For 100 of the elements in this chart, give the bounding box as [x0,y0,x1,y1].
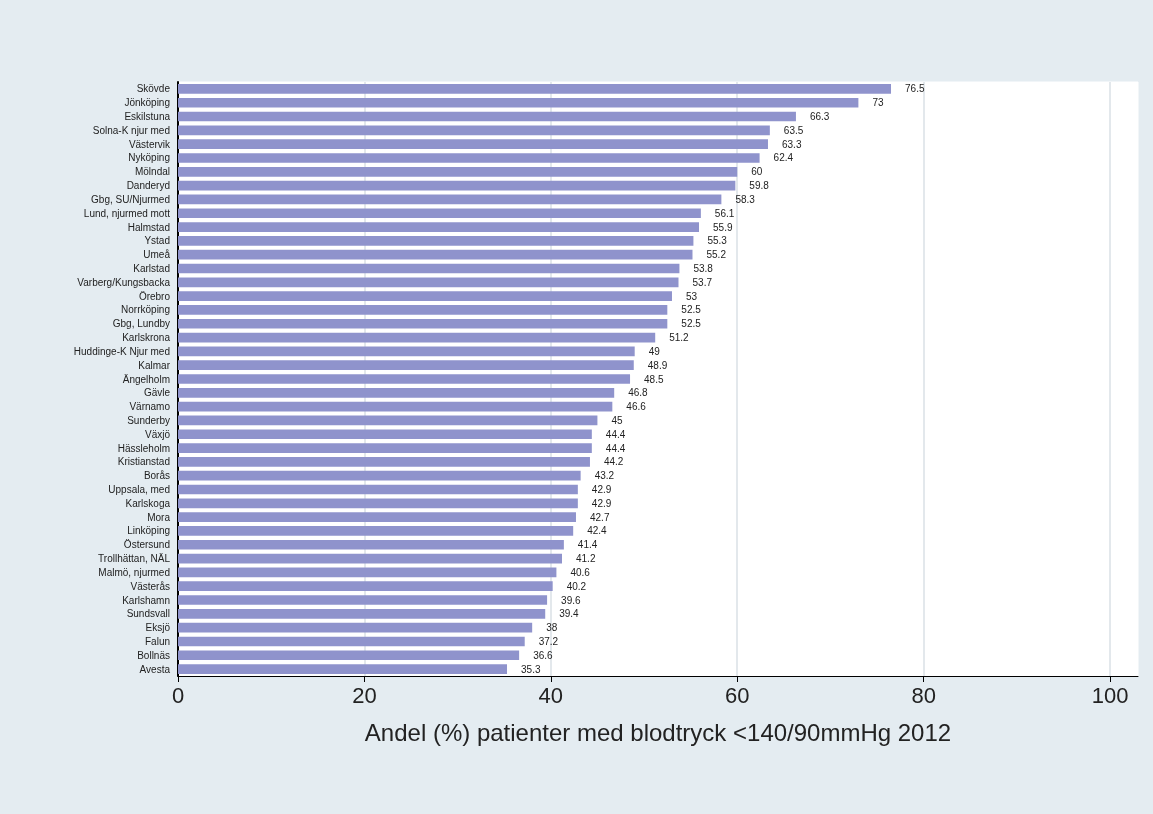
y-tick-label: Halmstad [127,221,170,233]
y-tick-label: Skövde [136,83,171,95]
data-label: 62.4 [773,152,794,164]
y-tick-label: Solna-K njur med [92,124,170,136]
bar [178,236,694,246]
bar [178,567,557,578]
y-tick-label: Mora [147,511,171,523]
data-label: 40.2 [566,580,587,592]
bar [178,332,656,343]
bar [178,526,574,536]
y-tick-label: Sundsvall [126,608,170,620]
data-label: 44.4 [605,428,626,440]
data-label: 51.2 [669,332,690,344]
bar [178,457,590,467]
bar [178,622,533,633]
data-label: 55.3 [707,235,728,247]
y-tick-label: Gbg, Lundby [112,318,170,330]
data-label: 42.4 [587,525,608,537]
data-label: 48.9 [647,359,668,371]
y-tick-label: Gävle [143,387,171,399]
y-tick-label: Borås [143,470,170,482]
data-label: 42.9 [591,497,612,509]
y-tick-label: Eskilstuna [124,111,171,123]
y-tick-label: Karlskrona [122,332,171,344]
y-tick-label: Nyköping [128,152,170,164]
data-label: 60 [751,166,763,178]
bar [178,360,634,371]
data-label: 40.6 [570,566,591,578]
data-label: 66.3 [809,111,830,123]
y-tick-label: Gbg, SU/Njurmed [91,193,170,205]
data-label: 73 [872,97,884,109]
bar [178,277,679,288]
data-label: 59.8 [749,180,770,192]
x-tick-label: 100 [1091,682,1129,708]
data-label: 58.3 [735,193,756,205]
bar [178,291,672,301]
x-tick-label: 0 [171,682,185,708]
bar [178,401,613,412]
y-tick-label: Bollnäs [137,649,170,661]
bar [178,553,562,564]
y-tick-label: Malmö, njurmed [98,566,170,578]
data-label: 35.3 [521,663,541,675]
data-label: 52.5 [681,318,702,330]
bar [178,263,680,274]
data-label: 41.2 [576,553,596,565]
data-label: 63.5 [783,124,804,136]
y-tick-label: Huddinge-K Njur med [73,345,170,357]
y-tick-label: Falun [144,635,170,647]
y-tick-label: Sunderby [127,414,170,426]
data-label: 39.4 [559,608,580,620]
x-tick-label: 20 [352,682,377,708]
bar [178,595,548,605]
data-label: 42.7 [589,511,610,523]
data-label: 49 [648,345,661,357]
data-label: 63.3 [781,138,802,150]
y-tick-label: Ystad [144,235,170,247]
bar [178,609,546,619]
bar [178,166,738,177]
data-label: 44.4 [605,442,626,454]
data-label: 55.2 [706,249,727,261]
y-tick-label: Mölndal [134,166,170,178]
data-label: 38 [546,622,558,634]
x-axis-title: Andel (%) patienter med blodtryck <140/90mmHg 2012 [364,718,952,746]
data-label: 53.8 [693,262,714,274]
y-tick-label: Lund, njurmed mott [83,207,171,219]
data-label: 53 [685,290,698,302]
data-label: 53.7 [692,276,713,288]
y-tick-label: Värnamo [129,401,171,413]
bar [178,484,578,495]
bar [178,636,525,647]
bar [178,208,701,219]
bar [178,387,615,398]
bar [178,84,892,94]
y-tick-label: Hässleholm [117,442,170,454]
bar [178,194,722,205]
data-label: 37.2 [538,635,559,647]
x-tick-label: 60 [724,682,750,708]
y-tick-label: Västerås [130,580,170,592]
data-label: 42.9 [591,484,612,496]
bar [178,318,668,329]
y-tick-label: Karlstad [133,262,170,274]
bar [178,664,508,674]
bar [178,111,796,122]
data-label: 55.9 [713,221,733,233]
bar [178,539,564,550]
y-tick-label: Danderyd [126,180,170,192]
y-tick-label: Norrköping [121,304,170,316]
y-tick-label: Ängelholm [122,373,170,385]
bar [178,249,693,260]
bar [178,650,520,661]
bar [178,305,668,315]
bar [178,581,553,592]
y-tick-label: Karlshamn [122,594,170,606]
bar [178,125,770,136]
y-tick-label: Östersund [123,539,170,551]
bar [178,374,631,384]
bar [178,153,760,163]
bar [178,429,592,440]
data-label: 46.8 [628,387,649,399]
y-tick-label: Varberg/Kungsbacka [77,276,171,288]
